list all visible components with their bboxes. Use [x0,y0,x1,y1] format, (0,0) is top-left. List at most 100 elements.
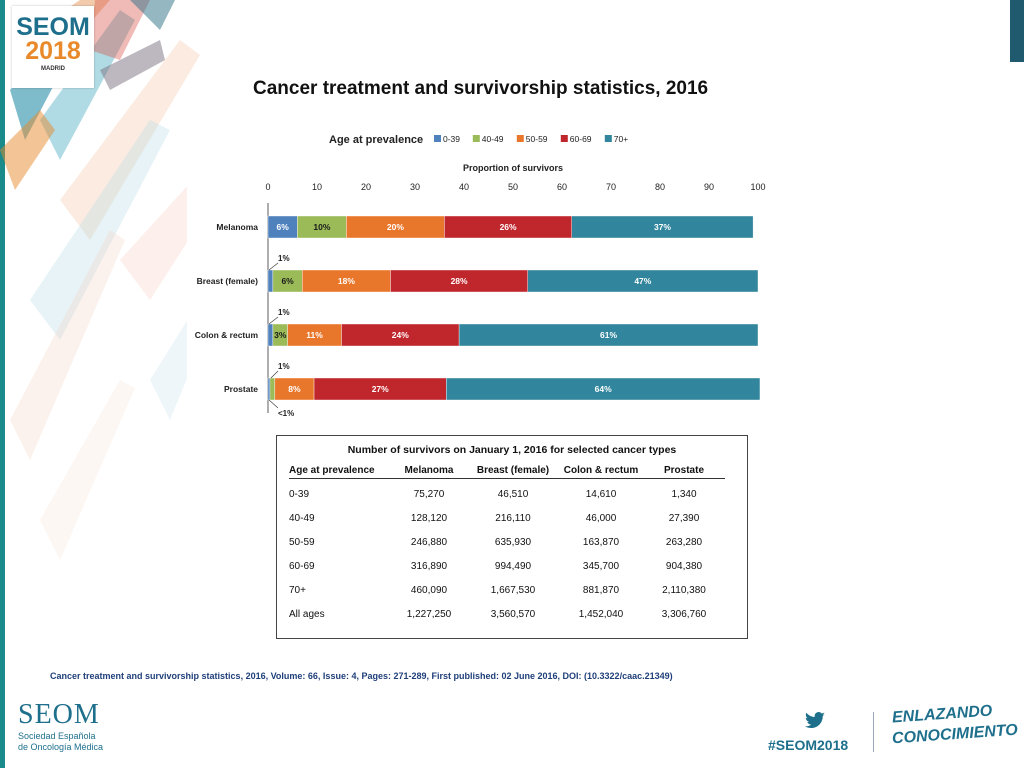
data-label: 28% [451,276,468,286]
table-cell: 70+ [289,584,306,596]
data-label: 24% [392,330,409,340]
data-label: 47% [634,276,651,286]
x-tick-label: 10 [312,182,322,192]
data-label: 6% [281,276,294,286]
table-header-cell: Melanoma [404,464,454,476]
data-label: 27% [372,384,389,394]
data-label: 8% [288,384,301,394]
table-cell: 3,560,570 [490,608,536,620]
bar-segment [267,377,271,401]
left-accent-stripe [0,0,5,768]
table-cell: 14,610 [585,488,617,500]
table-row: All ages 1,227,250 3,560,570 1,452,040 3… [289,602,723,626]
data-label: 18% [338,276,355,286]
top-right-accent-bar [1010,0,1024,62]
data-label: 3% [274,330,287,340]
logo-seom-text: SEOM [16,13,90,41]
table-cell: 1,227,250 [406,608,452,620]
legend-label: 70+ [614,134,628,144]
table-header-cell: Breast (female) [476,464,550,476]
callout-leader [268,316,279,325]
category-label: Colon & rectum [195,330,259,340]
legend-swatch [604,135,612,142]
x-tick-label: 50 [508,182,518,192]
table-cell: 46,000 [585,512,617,524]
callout-label: 1% [278,362,290,371]
table-header-row: Age at prevalence Melanoma Breast (femal… [289,462,723,478]
legend-label: 40-49 [482,134,504,144]
bar-segment [458,323,759,347]
table-row: 40-49 128,120 216,110 46,000 27,390 [289,506,723,530]
callout-label: 1% [278,308,290,317]
x-axis-title: Proportion of survivors [463,163,563,173]
bar-segment [446,377,761,401]
data-label: 20% [387,222,404,232]
table-header-rule [289,478,725,479]
table-row: 0-39 75,270 46,510 14,610 1,340 [289,478,723,506]
category-label: Melanoma [216,222,258,232]
table-cell: 27,390 [668,512,700,524]
x-tick-label: 70 [606,182,616,192]
data-label: 61% [600,330,617,340]
x-tick-label: 20 [361,182,371,192]
data-label: 37% [654,222,671,232]
legend-swatch [434,135,441,142]
survivors-table-title: Number of survivors on January 1, 2016 f… [347,444,677,456]
hashtag-text: #SEOM2018 [768,737,849,753]
seom-society-logo: SEOM [18,699,100,730]
table-cell: 40-49 [289,512,315,524]
callout-label: 1% [278,254,290,263]
callout-leader [270,370,279,379]
table-cell: 1,340 [671,488,697,500]
x-tick-label: 30 [410,182,420,192]
x-tick-label: 100 [750,182,765,192]
legend-label: 50-59 [526,134,548,144]
table-cell: 50-59 [289,536,315,548]
table-row: 60-69 316,890 994,490 345,700 904,380 [289,554,723,578]
table-row: 50-59 246,880 635,930 163,870 263,280 [289,530,723,554]
survivors-table-box: Number of survivors on January 1, 2016 f… [276,435,748,639]
data-label: 10% [313,222,330,232]
table-header-cell: Colon & rectum [563,464,639,476]
table-cell: 0-39 [289,488,310,500]
data-label: 26% [500,222,517,232]
seom-2018-logo: SEOM 2018 MADRID [12,6,94,88]
footer-separator [873,712,874,752]
table-row: 70+ 460,090 1,667,530 881,870 2,110,380 [289,578,723,602]
table-cell: 60-69 [289,560,315,572]
table-cell: 345,700 [582,560,620,572]
table-cell: All ages [289,608,325,620]
table-header-cell: Age at prevalence [289,464,375,476]
table-cell: 75,270 [413,488,445,500]
legend-swatch [472,135,480,142]
x-tick-label: 40 [459,182,469,192]
table-cell: 2,110,380 [662,584,706,596]
legend-swatch [560,135,568,142]
table-cell: 460,090 [410,584,448,596]
x-tick-label: 90 [704,182,714,192]
table-cell: 635,930 [494,536,532,548]
data-label: 11% [306,330,323,340]
table-cell: 128,120 [410,512,448,524]
legend-title: Age at prevalence [329,134,423,146]
table-cell: 46,510 [497,488,529,500]
stacked-bar-chart: Age at prevalence 0-39 40-49 50-59 60-69 70+ P… [195,134,766,418]
data-label: 6% [277,222,290,232]
table-cell: 1,667,530 [490,584,536,596]
callout-label: <1% [278,409,294,418]
x-tick-label: 0 [265,182,270,192]
table-header-cell: Prostate [663,464,704,476]
legend-label: 60-69 [570,134,592,144]
twitter-bird-icon [805,712,825,729]
bar-segment [527,269,759,293]
table-cell: 216,110 [495,512,531,524]
table-cell: 163,870 [582,536,620,548]
table-cell: 994,490 [494,560,532,572]
table-cell: 263,280 [665,536,703,548]
callout-leader [268,262,279,271]
table-cell: 904,380 [665,560,703,572]
society-name-line-1: Sociedad Española [18,731,96,741]
bar-segment [267,323,274,347]
logo-year-text: 2018 [25,37,81,65]
logo-city-text: MADRID [41,66,65,72]
